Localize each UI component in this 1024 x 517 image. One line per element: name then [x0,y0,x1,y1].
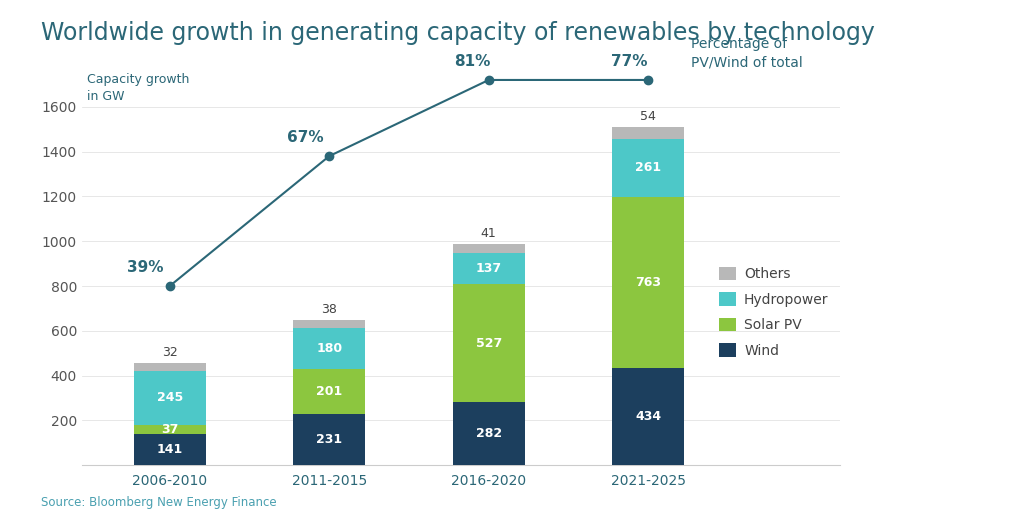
Text: 282: 282 [476,427,502,440]
Text: Worldwide growth in generating capacity of renewables by technology: Worldwide growth in generating capacity … [41,21,874,44]
Bar [293,369,366,414]
Text: 81%: 81% [455,54,490,69]
Text: 261: 261 [635,161,662,174]
Bar [453,244,524,253]
Bar [134,363,206,371]
Text: 37: 37 [161,423,178,436]
Bar [293,320,366,328]
Text: 434: 434 [635,410,662,423]
Text: 77%: 77% [611,54,647,69]
Text: Percentage of
PV/Wind of total: Percentage of PV/Wind of total [691,37,803,69]
Bar [293,328,366,369]
Text: 763: 763 [635,276,662,289]
Text: 54: 54 [640,110,656,123]
Bar [453,253,524,284]
Text: 38: 38 [322,302,337,316]
Text: 231: 231 [316,433,342,446]
Text: 39%: 39% [127,260,164,275]
Bar [453,284,524,402]
Text: 41: 41 [481,227,497,240]
Bar [293,414,366,465]
Text: 141: 141 [157,443,183,456]
Bar [612,127,684,139]
Text: 67%: 67% [287,130,324,145]
Bar [453,402,524,465]
Text: 245: 245 [157,391,183,404]
Bar [134,434,206,465]
Bar [612,197,684,368]
Text: 201: 201 [316,385,342,398]
Bar [134,371,206,425]
Bar [612,368,684,465]
Legend: Others, Hydropower, Solar PV, Wind: Others, Hydropower, Solar PV, Wind [715,263,833,362]
Text: 32: 32 [162,346,177,359]
Text: 137: 137 [476,262,502,275]
Text: Capacity growth
in GW: Capacity growth in GW [87,73,189,103]
Text: 527: 527 [475,337,502,349]
Text: Source: Bloomberg New Energy Finance: Source: Bloomberg New Energy Finance [41,496,276,509]
Bar [612,139,684,197]
Bar [134,425,206,434]
Text: 180: 180 [316,342,342,355]
